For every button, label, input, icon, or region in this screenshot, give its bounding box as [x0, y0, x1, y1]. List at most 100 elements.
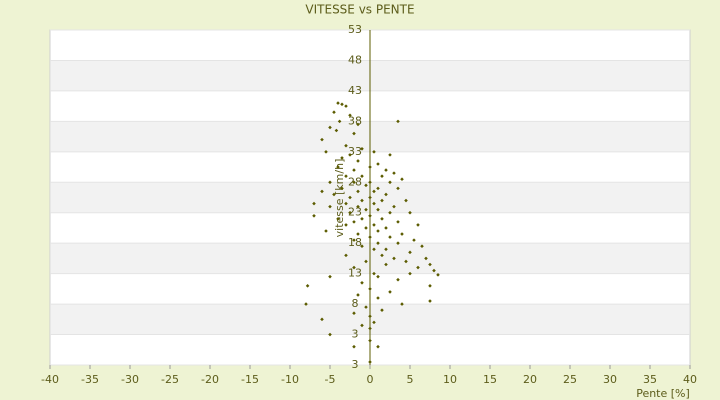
point: [408, 271, 412, 276]
point: [356, 122, 360, 127]
point: [312, 213, 316, 218]
point: [344, 174, 348, 178]
x-tick-label: -40: [41, 373, 59, 386]
point: [428, 284, 432, 288]
point: [360, 244, 364, 249]
point: [336, 217, 340, 221]
point: [368, 360, 372, 364]
point: [364, 305, 368, 309]
y-tick-label: 48: [348, 53, 362, 66]
point: [388, 235, 392, 239]
x-tick-label: -10: [281, 373, 299, 386]
x-tick-label: 25: [563, 373, 577, 386]
point: [372, 201, 376, 206]
y-tick-label: 3: [352, 358, 359, 371]
point: [324, 229, 328, 233]
point: [368, 165, 372, 169]
point: [384, 226, 388, 230]
point: [328, 332, 332, 337]
point: [416, 223, 420, 227]
point: [337, 119, 342, 124]
point: [348, 113, 352, 118]
point: [340, 186, 344, 191]
point: [352, 238, 356, 242]
point: [348, 153, 352, 157]
point: [356, 232, 360, 236]
point: [356, 189, 360, 194]
point: [412, 238, 416, 242]
point: [388, 153, 392, 157]
point: [360, 280, 364, 285]
point: [344, 223, 348, 227]
point: [348, 210, 352, 215]
point: [332, 110, 336, 115]
point: [364, 226, 368, 230]
point: [352, 220, 356, 224]
point: [334, 128, 339, 133]
point: [380, 217, 384, 221]
x-tick-label: -30: [121, 373, 139, 386]
point: [380, 198, 384, 203]
x-tick-label: 30: [603, 373, 617, 386]
point: [396, 220, 400, 224]
point: [380, 253, 384, 258]
point: [372, 150, 376, 154]
point: [348, 195, 352, 200]
point: [352, 311, 356, 316]
point: [392, 204, 396, 209]
point: [408, 210, 412, 215]
point: [428, 299, 432, 303]
y-tick-label: 8: [352, 297, 359, 310]
point: [368, 287, 372, 291]
point: [360, 323, 364, 328]
point: [332, 192, 336, 197]
point: [384, 247, 388, 252]
point: [372, 189, 376, 194]
x-tick-label: -15: [241, 373, 259, 386]
point: [384, 168, 388, 172]
point: [305, 284, 310, 288]
point: [376, 229, 380, 233]
point: [372, 271, 376, 276]
point: [312, 201, 316, 206]
point: [344, 201, 348, 206]
point: [368, 180, 372, 185]
point: [320, 137, 324, 142]
point: [392, 256, 396, 261]
point: [368, 195, 372, 200]
point: [352, 344, 356, 349]
x-tick-label: -25: [161, 373, 179, 386]
point: [420, 244, 424, 249]
y-tick-label: 43: [348, 84, 362, 97]
x-tick-label: 15: [483, 373, 497, 386]
point: [384, 262, 388, 267]
y-tick-label: 3: [352, 328, 359, 341]
point: [352, 180, 356, 185]
x-tick-label: 10: [443, 373, 457, 386]
point: [320, 189, 324, 194]
point: [392, 171, 396, 175]
point: [328, 204, 332, 209]
point: [380, 308, 384, 312]
point: [396, 241, 400, 245]
point: [432, 268, 436, 273]
point: [400, 302, 404, 306]
point: [376, 274, 380, 279]
point: [428, 262, 432, 267]
y-tick-label: 53: [348, 23, 362, 36]
x-tick-label: 20: [523, 373, 537, 386]
point: [408, 250, 412, 255]
point: [372, 320, 376, 325]
point: [416, 265, 420, 270]
point: [352, 131, 356, 136]
point: [364, 183, 368, 188]
point: [372, 247, 376, 252]
point: [368, 314, 372, 319]
point: [340, 102, 344, 107]
point: [328, 274, 332, 279]
point: [360, 146, 364, 151]
point: [396, 277, 400, 282]
point: [336, 101, 340, 105]
point: [368, 235, 372, 239]
point: [376, 207, 380, 212]
